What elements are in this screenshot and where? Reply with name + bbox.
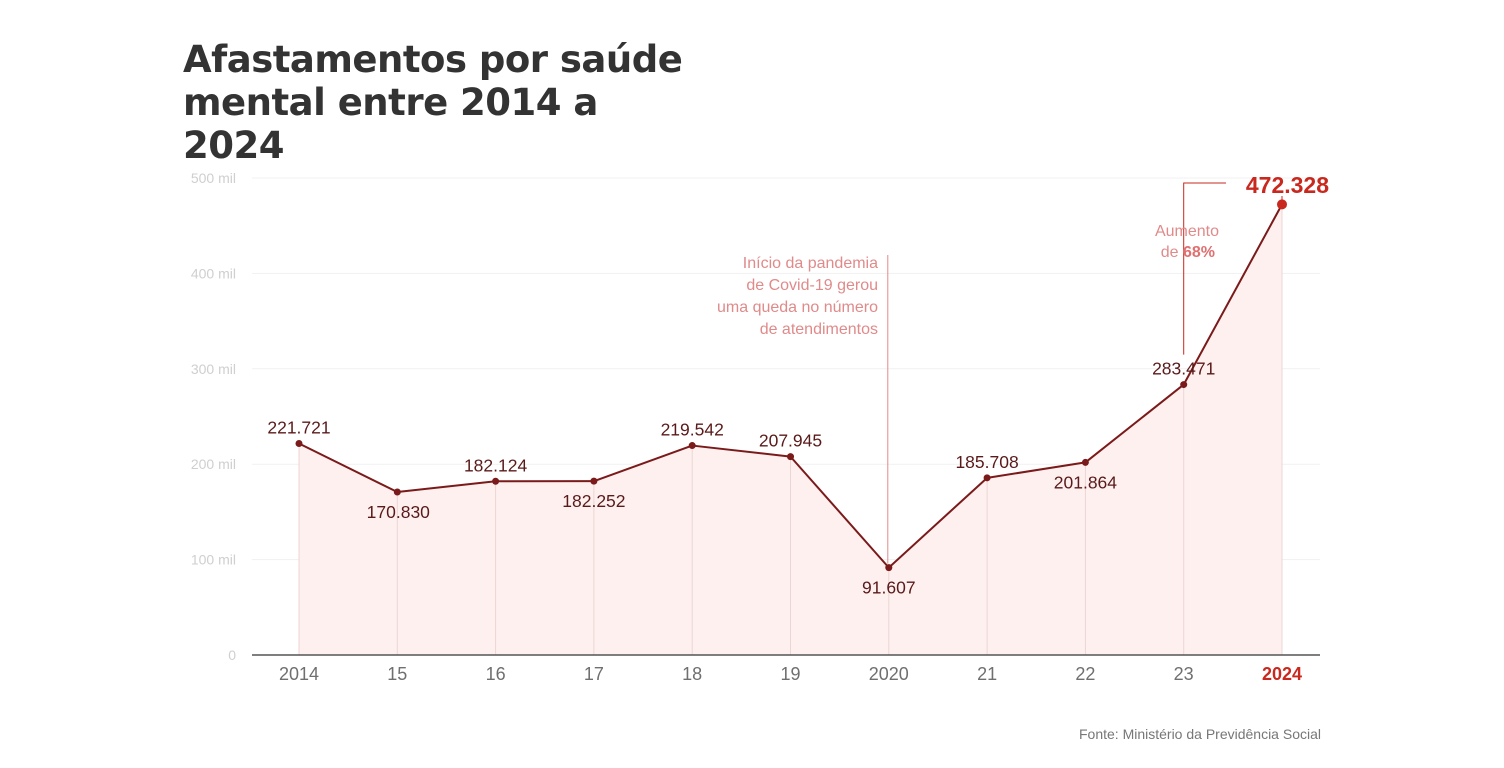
annotation-increase-line: Aumento	[1155, 223, 1219, 240]
data-label: 182.252	[562, 491, 625, 511]
data-label-highlight: 472.328	[1246, 172, 1329, 198]
y-tick-label: 300 mil	[191, 361, 236, 377]
data-label: 221.721	[267, 417, 330, 437]
data-point	[787, 453, 794, 461]
x-tick-label: 23	[1174, 664, 1194, 684]
data-point	[1180, 381, 1188, 389]
area-fill	[299, 204, 1282, 655]
data-label: 219.542	[661, 420, 724, 440]
data-label: 283.471	[1152, 359, 1215, 379]
data-point	[885, 564, 893, 572]
data-label: 91.607	[862, 578, 916, 598]
annotation-increase-prefix: de	[1161, 244, 1183, 261]
annotation-increase-percent: 68%	[1183, 244, 1215, 261]
data-label: 182.124	[464, 455, 528, 475]
y-tick-label: 200 mil	[191, 456, 236, 472]
data-point	[1081, 458, 1089, 466]
x-tick-label: 16	[486, 664, 506, 684]
x-tick-label: 18	[682, 664, 702, 684]
annotation-pandemic-line: de Covid-19 gerou	[746, 277, 878, 294]
x-tick-label: 22	[1075, 664, 1095, 684]
chart-title: Afastamentos por saúde mental entre 2014…	[183, 38, 683, 167]
data-point	[688, 442, 696, 450]
data-point	[492, 477, 500, 485]
annotation-increase-value: de 68%	[1161, 244, 1215, 261]
source-note: Fonte: Ministério da Previdência Social	[1078, 726, 1321, 742]
y-tick-label: 100 mil	[191, 552, 236, 568]
data-label: 207.945	[759, 431, 822, 451]
x-tick-label: 19	[780, 664, 800, 684]
data-point-highlight	[1277, 199, 1287, 210]
x-tick-label: 2020	[869, 664, 909, 684]
data-label: 170.830	[367, 502, 431, 522]
annotation-pandemic-line: Início da pandemia	[743, 255, 878, 272]
data-label: 201.864	[1054, 472, 1118, 492]
data-point	[590, 477, 598, 485]
y-tick-label: 500 mil	[191, 170, 236, 186]
annotation-pandemic-line: uma queda no número	[717, 299, 878, 316]
data-label: 185.708	[955, 452, 1018, 472]
x-tick-label: 2014	[279, 664, 319, 684]
y-tick-label: 0	[228, 647, 236, 663]
annotation-pandemic-line: de atendimentos	[760, 321, 878, 338]
x-tick-label: 15	[387, 664, 407, 684]
data-point	[393, 488, 401, 496]
y-tick-label: 400 mil	[191, 265, 236, 281]
increase-bracket	[1183, 182, 1226, 355]
x-tick-label: 21	[977, 664, 997, 684]
x-tick-label: 17	[584, 664, 604, 684]
data-point	[983, 474, 991, 482]
data-point	[295, 439, 303, 447]
x-tick-label: 2024	[1262, 664, 1302, 684]
